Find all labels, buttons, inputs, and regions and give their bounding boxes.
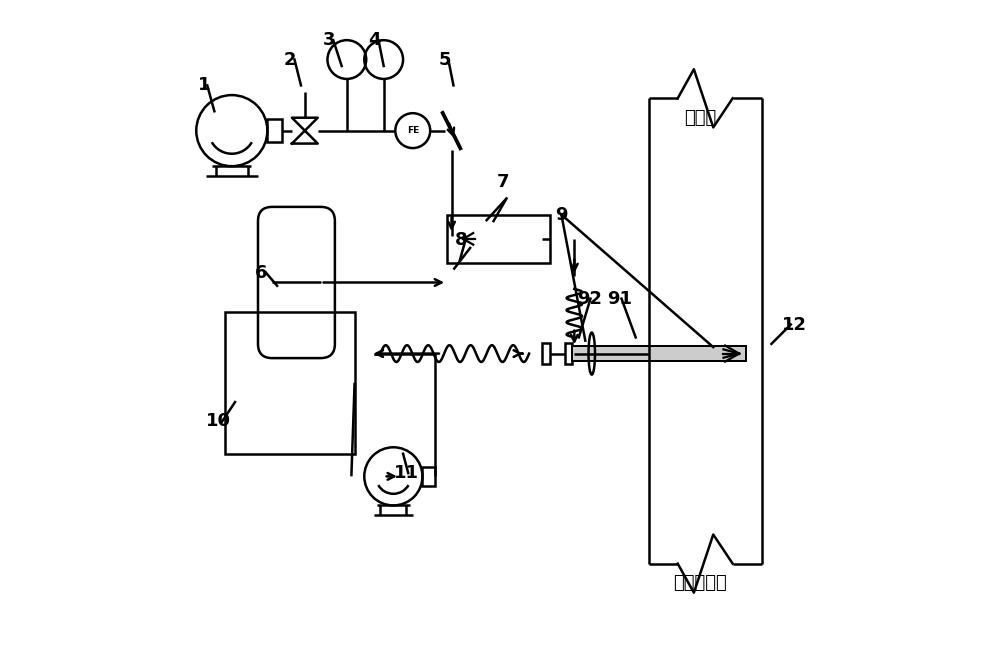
Text: 6: 6 [255,263,267,282]
Bar [565,343,572,364]
Text: 10: 10 [206,412,231,430]
Text: 11: 11 [394,464,419,482]
Text: 91: 91 [607,289,632,308]
Bar [572,346,746,361]
Text: 4: 4 [368,31,380,49]
Text: 2: 2 [284,51,296,69]
Text: FE: FE [407,126,419,135]
Text: 9: 9 [555,206,568,224]
Text: 空气预热器: 空气预热器 [673,574,727,592]
Bar [447,215,550,263]
Text: 7: 7 [497,173,509,191]
Text: 除尘器: 除尘器 [684,109,716,127]
Bar [267,119,282,142]
Text: 1: 1 [198,77,211,94]
Text: 3: 3 [323,31,335,49]
Bar [542,343,550,364]
Circle shape [395,113,430,148]
Text: 5: 5 [439,51,451,69]
Text: 8: 8 [455,232,468,249]
Bar [225,312,355,454]
Bar [422,467,435,486]
Text: 12: 12 [782,315,807,334]
Text: 92: 92 [577,289,602,308]
